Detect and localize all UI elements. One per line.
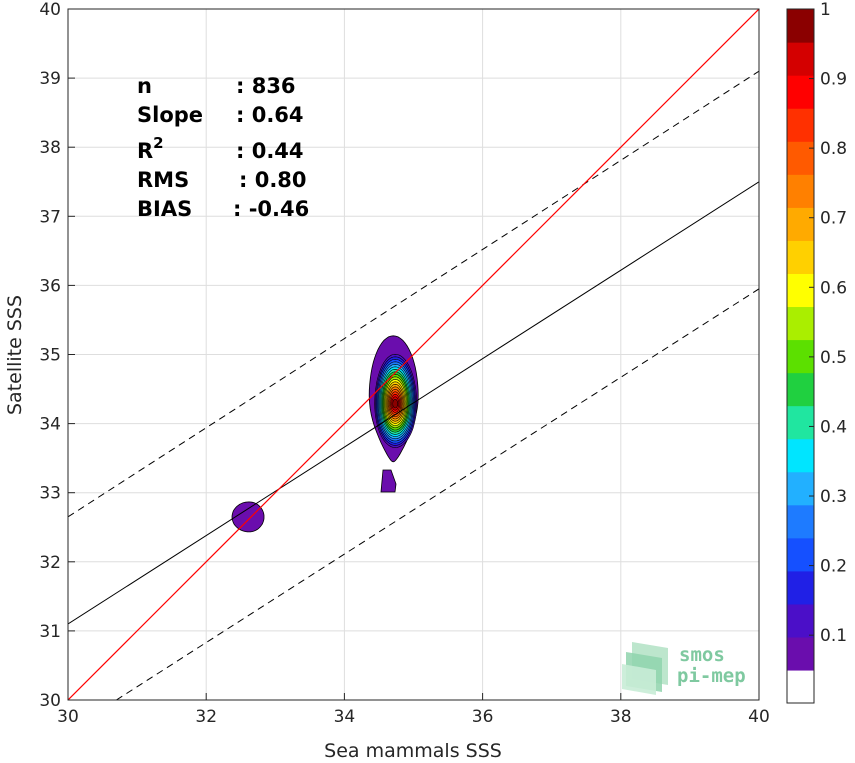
colorbar-segment: [787, 405, 814, 440]
density-contours: [231, 335, 419, 533]
colorbar-tick-label: 0.3: [820, 487, 847, 507]
colorbar-segment: [787, 471, 814, 506]
colorbar-tick-label: 0.4: [820, 417, 847, 437]
colorbar-tick-label: 0.9: [820, 70, 847, 90]
colorbar-tick-label: 0.6: [820, 278, 847, 298]
stat-slope-value: : 0.64: [236, 103, 304, 127]
colorbar-segment: [787, 537, 814, 572]
colorbar-segment: [787, 9, 814, 43]
x-tick-label: 30: [57, 707, 79, 727]
x-tick-label: 40: [748, 707, 770, 727]
colorbar-segment: [787, 174, 814, 208]
colorbar-tick-label: 0.7: [820, 209, 847, 229]
stat-r2-value: : 0.44: [236, 139, 304, 163]
logo-line1: smos: [679, 644, 725, 666]
colorbar-segment: [787, 240, 814, 274]
colorbar-segment: [787, 636, 814, 671]
colorbar-tick-label: 0.2: [820, 557, 847, 577]
x-tick-label: 32: [195, 707, 217, 727]
colorbar-segment: [787, 603, 814, 638]
density-contour: [380, 469, 397, 493]
colorbar-segment: [787, 438, 814, 473]
stat-rms-label: RMS: [137, 168, 189, 192]
y-tick-label: 37: [39, 207, 61, 227]
fit-lines: [68, 9, 759, 700]
y-tick-label: 33: [39, 484, 61, 504]
colorbar-segment: [787, 75, 814, 109]
y-tick-label: 34: [39, 415, 61, 435]
stats-box: n : 836 Slope : 0.64 R2 : 0.44 RMS : 0.8…: [137, 74, 309, 221]
colorbar-tick-label: 0.5: [820, 348, 847, 368]
logo-line2: pi-mep: [677, 665, 746, 687]
stat-n-value: : 836: [236, 74, 296, 98]
colorbar-segment: [787, 504, 814, 539]
upper-bound-line: [68, 70, 759, 518]
colorbar-segment: [787, 108, 814, 142]
regression-line: [68, 181, 759, 625]
x-axis-label: Sea mammals SSS: [324, 740, 502, 762]
x-tick-labels: 30 32 34 36 38 40: [57, 707, 770, 727]
stat-n-label: n: [137, 74, 152, 98]
colorbar: [787, 9, 814, 704]
density-contour: [231, 501, 265, 533]
logo-graphic-icon: [622, 642, 668, 695]
colorbar-segment: [787, 207, 814, 241]
colorbar-segment: [787, 372, 814, 407]
stat-bias-label: BIAS: [137, 197, 192, 221]
y-tick-labels: 30 31 32 33 34 35 36 37 38 39 40: [39, 0, 61, 711]
y-tick-label: 40: [39, 0, 61, 20]
x-tick-label: 38: [610, 707, 632, 727]
stat-slope-label: Slope: [137, 103, 203, 127]
stat-bias-value: : -0.46: [233, 197, 309, 221]
y-tick-label: 31: [39, 622, 61, 642]
y-tick-label: 39: [39, 69, 61, 89]
smos-pimep-logo: smos pi-mep: [622, 642, 746, 695]
y-axis-label: Satellite SSS: [4, 295, 26, 415]
y-tick-label: 38: [39, 138, 61, 158]
x-tick-label: 34: [334, 707, 356, 727]
colorbar-tick-label: 0.8: [820, 139, 847, 159]
colorbar-tick-label: 0.1: [820, 626, 847, 646]
y-tick-label: 30: [39, 691, 61, 711]
y-tick-label: 32: [39, 553, 61, 573]
x-tick-label: 36: [472, 707, 494, 727]
colorbar-segment: [787, 273, 814, 308]
colorbar-segment: [787, 339, 814, 374]
stat-r2-label: R2: [137, 134, 164, 163]
colorbar-tick-label: 1: [820, 0, 831, 20]
colorbar-tick-labels: 0.1 0.2 0.3 0.4 0.5 0.6 0.7 0.8 0.9 1: [809, 0, 847, 646]
colorbar-segment: [787, 570, 814, 605]
plot-frame: [67, 8, 760, 701]
colorbar-segment: [787, 141, 814, 175]
colorbar-frame: [786, 8, 815, 704]
one-to-one-line: [68, 9, 759, 700]
colorbar-segment: [787, 306, 814, 341]
y-tick-label: 35: [39, 346, 61, 366]
colorbar-segment: [787, 42, 814, 76]
colorbar-segment: [787, 669, 814, 704]
y-tick-label: 36: [39, 276, 61, 296]
stat-rms-value: : 0.80: [239, 168, 307, 192]
density-contour: [392, 399, 399, 409]
